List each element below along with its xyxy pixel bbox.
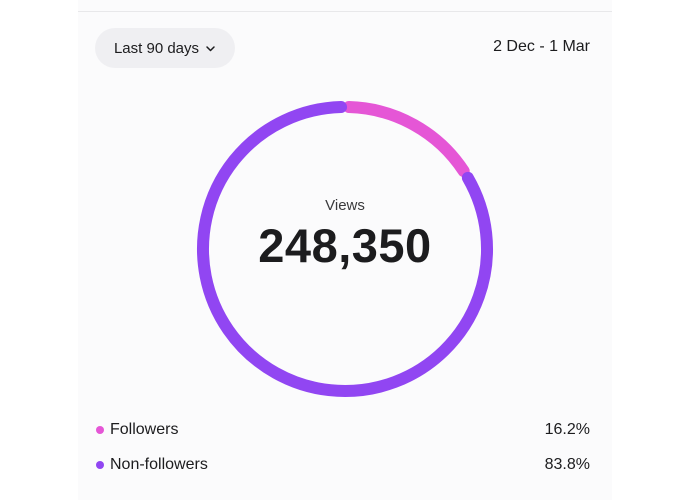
- top-divider: [78, 11, 612, 12]
- donut-slice-followers: [342, 101, 470, 178]
- legend-percent: 16.2%: [544, 421, 590, 438]
- legend-item-followers: Followers 16.2%: [96, 419, 590, 441]
- insights-panel: [78, 0, 612, 500]
- date-range-dropdown[interactable]: Last 90 days: [95, 28, 235, 68]
- legend-label: Non-followers: [110, 456, 208, 473]
- metric-total: 248,350: [258, 219, 432, 272]
- date-range-text: 2 Dec - 1 Mar: [493, 38, 590, 55]
- metric-label: Views: [325, 197, 365, 214]
- legend-label: Followers: [110, 421, 179, 438]
- legend-dot: [96, 426, 104, 434]
- legend-dot: [96, 461, 104, 469]
- legend-percent: 83.8%: [544, 456, 590, 473]
- donut-slice-non-followers: [197, 101, 493, 397]
- views-donut-chart: [197, 101, 493, 397]
- date-range-dropdown-label: Last 90 days: [113, 39, 200, 57]
- chevron-down-icon: [205, 43, 216, 54]
- legend-item-non-followers: Non-followers 83.8%: [96, 454, 590, 476]
